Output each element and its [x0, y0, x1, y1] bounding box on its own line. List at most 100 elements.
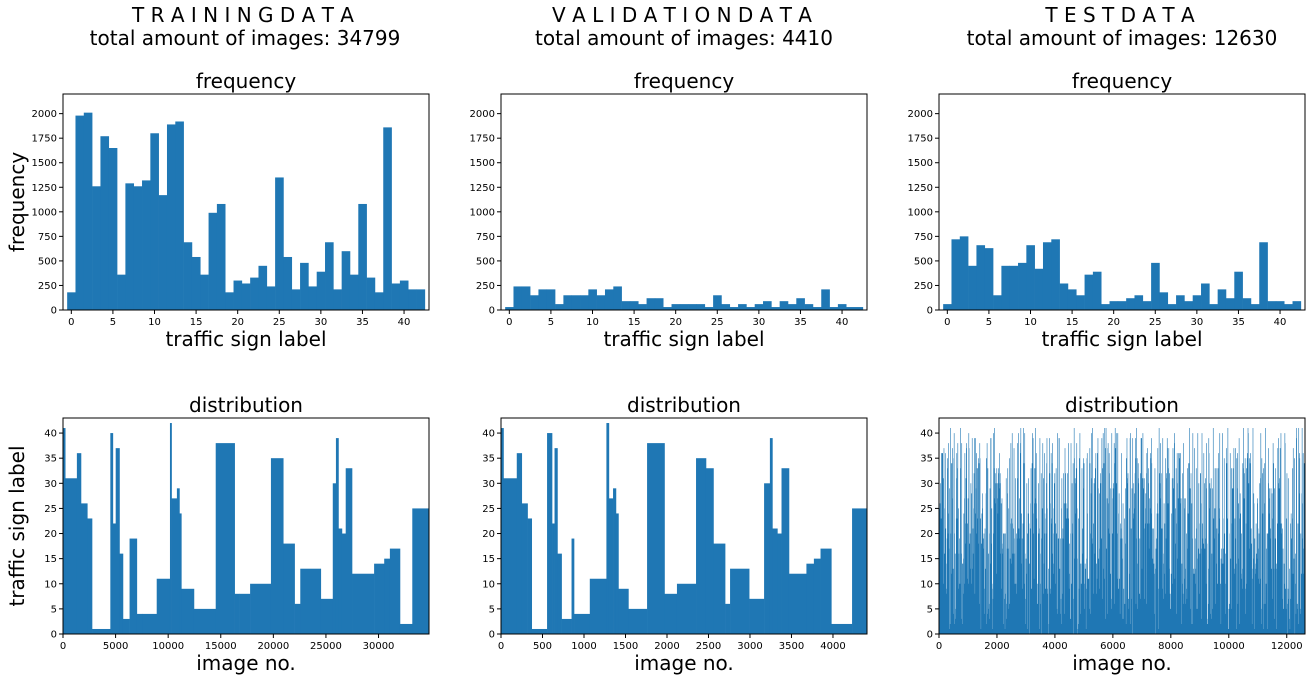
segment-25 — [270, 458, 284, 634]
segment-9 — [119, 553, 124, 634]
bar-41 — [846, 307, 855, 310]
segment-32 — [777, 533, 782, 634]
x-tick-label: 1000 — [571, 641, 596, 652]
y-tick-label: 750 — [914, 232, 933, 243]
segment-13 — [142, 613, 158, 634]
segment-22 — [234, 593, 240, 634]
x-tick-label: 1500 — [613, 641, 638, 652]
x-tick-label: 40 — [836, 317, 849, 328]
segment-3 — [521, 503, 528, 634]
segment-4 — [87, 518, 93, 634]
bar-24 — [704, 307, 714, 310]
training-heading: T R A I N I N G D A T A — [131, 3, 354, 27]
plot-title: frequency — [634, 69, 734, 93]
train-distribution-plot: 0 5000 10000 15000 20000 25000 30000 0 5 10 15 20 25… — [5, 393, 430, 675]
axes-frame — [62, 417, 430, 635]
x-tick-label: 0 — [498, 641, 504, 652]
bar-8 — [133, 186, 143, 310]
bar-10 — [1026, 245, 1035, 310]
bar-22 — [250, 277, 259, 310]
bar-1 — [513, 286, 523, 310]
bar-20 — [671, 304, 681, 310]
segment-30 — [769, 438, 773, 634]
segment-34 — [788, 573, 807, 634]
y-tick-label: 25 — [44, 504, 57, 515]
bar-14 — [183, 242, 193, 310]
bar-19 — [1101, 304, 1110, 310]
test-heading: T E S T D A T A — [1044, 3, 1195, 27]
segment-8 — [554, 448, 558, 634]
bar-18 — [216, 203, 226, 310]
x-tick-label: 20 — [231, 317, 244, 328]
bar-40 — [399, 280, 409, 310]
segment-8 — [115, 448, 120, 634]
bar-2 — [83, 112, 93, 311]
segment-19 — [181, 588, 195, 634]
plot-title: distribution — [189, 393, 303, 417]
segment-18 — [618, 588, 629, 634]
bar-35 — [796, 298, 805, 310]
bar-33 — [779, 301, 789, 310]
bar-21 — [1117, 301, 1127, 310]
segment-33 — [341, 533, 347, 634]
segment-38 — [389, 548, 401, 634]
plot-title: distribution — [627, 393, 741, 417]
training-total: total amount of images: 34799 — [90, 26, 401, 50]
y-tick-label: 250 — [476, 281, 495, 292]
segment-6 — [547, 433, 553, 634]
bar-19 — [225, 292, 234, 310]
bar-32 — [333, 289, 342, 310]
bar-34 — [1225, 298, 1235, 310]
x-tick-label: 5 — [110, 317, 116, 328]
x-tick-label: 0 — [506, 317, 512, 328]
test-distribution-plot: 0 2000 4000 6000 8000 10000 12000 0 5 10 15 20 25 30 3… — [920, 393, 1306, 675]
y-tick-label: 0 — [489, 630, 495, 641]
segment-7 — [112, 523, 116, 634]
validation-total: total amount of images: 4410 — [535, 26, 833, 50]
x-tick-label: 10 — [1024, 317, 1037, 328]
bar-35 — [358, 203, 367, 310]
y-tick-label: 500 — [476, 256, 495, 267]
y-tick-label: 30 — [44, 479, 57, 490]
segment-14 — [156, 578, 171, 634]
y-tick-label: 2000 — [32, 109, 57, 120]
x-axis-label: image no. — [634, 651, 734, 675]
x-tick-label: 5 — [548, 317, 554, 328]
bar-21 — [241, 283, 251, 310]
segment-1 — [503, 478, 518, 634]
bar-23 — [1134, 295, 1144, 310]
y-tick-label: 0 — [51, 630, 57, 641]
y-tick-label: 30 — [920, 479, 933, 490]
bar-12 — [1042, 242, 1052, 310]
bar-34 — [787, 304, 797, 310]
y-tick-label: 15 — [920, 554, 933, 565]
x-axis-label: image no. — [1072, 651, 1172, 675]
bar-7 — [125, 183, 135, 310]
segment-26 — [725, 603, 731, 634]
bar-22 — [1126, 298, 1135, 310]
x-tick-label: 25 — [711, 317, 724, 328]
x-tick-label: 25 — [1149, 317, 1162, 328]
bar-38 — [821, 289, 830, 310]
bar-16 — [1076, 295, 1085, 310]
segment-28 — [749, 598, 765, 634]
train-frequency-plot: 0 5 10 15 20 25 30 35 40 0 250 500 750 1000 1250 1500 17… — [5, 69, 430, 351]
x-tick-label: 0 — [60, 641, 66, 652]
segment-19 — [628, 608, 648, 634]
bar-31 — [763, 301, 772, 310]
segment-15 — [608, 498, 614, 634]
bar-27 — [291, 289, 301, 310]
bar-24 — [1142, 301, 1152, 310]
x-tick-label: 10 — [148, 317, 161, 328]
y-axis-label: traffic sign label — [5, 445, 29, 606]
x-tick-label: 20 — [669, 317, 682, 328]
x-tick-label: 25 — [273, 317, 286, 328]
x-tick-label: 0 — [936, 641, 942, 652]
y-tick-label: 35 — [44, 454, 57, 465]
y-tick-label: 10 — [920, 579, 933, 590]
y-tick-label: 2000 — [908, 109, 933, 120]
segment-20 — [647, 443, 665, 634]
x-tick-label: 6000 — [1100, 641, 1125, 652]
bar-38 — [383, 127, 392, 310]
bar-29 — [308, 286, 318, 310]
